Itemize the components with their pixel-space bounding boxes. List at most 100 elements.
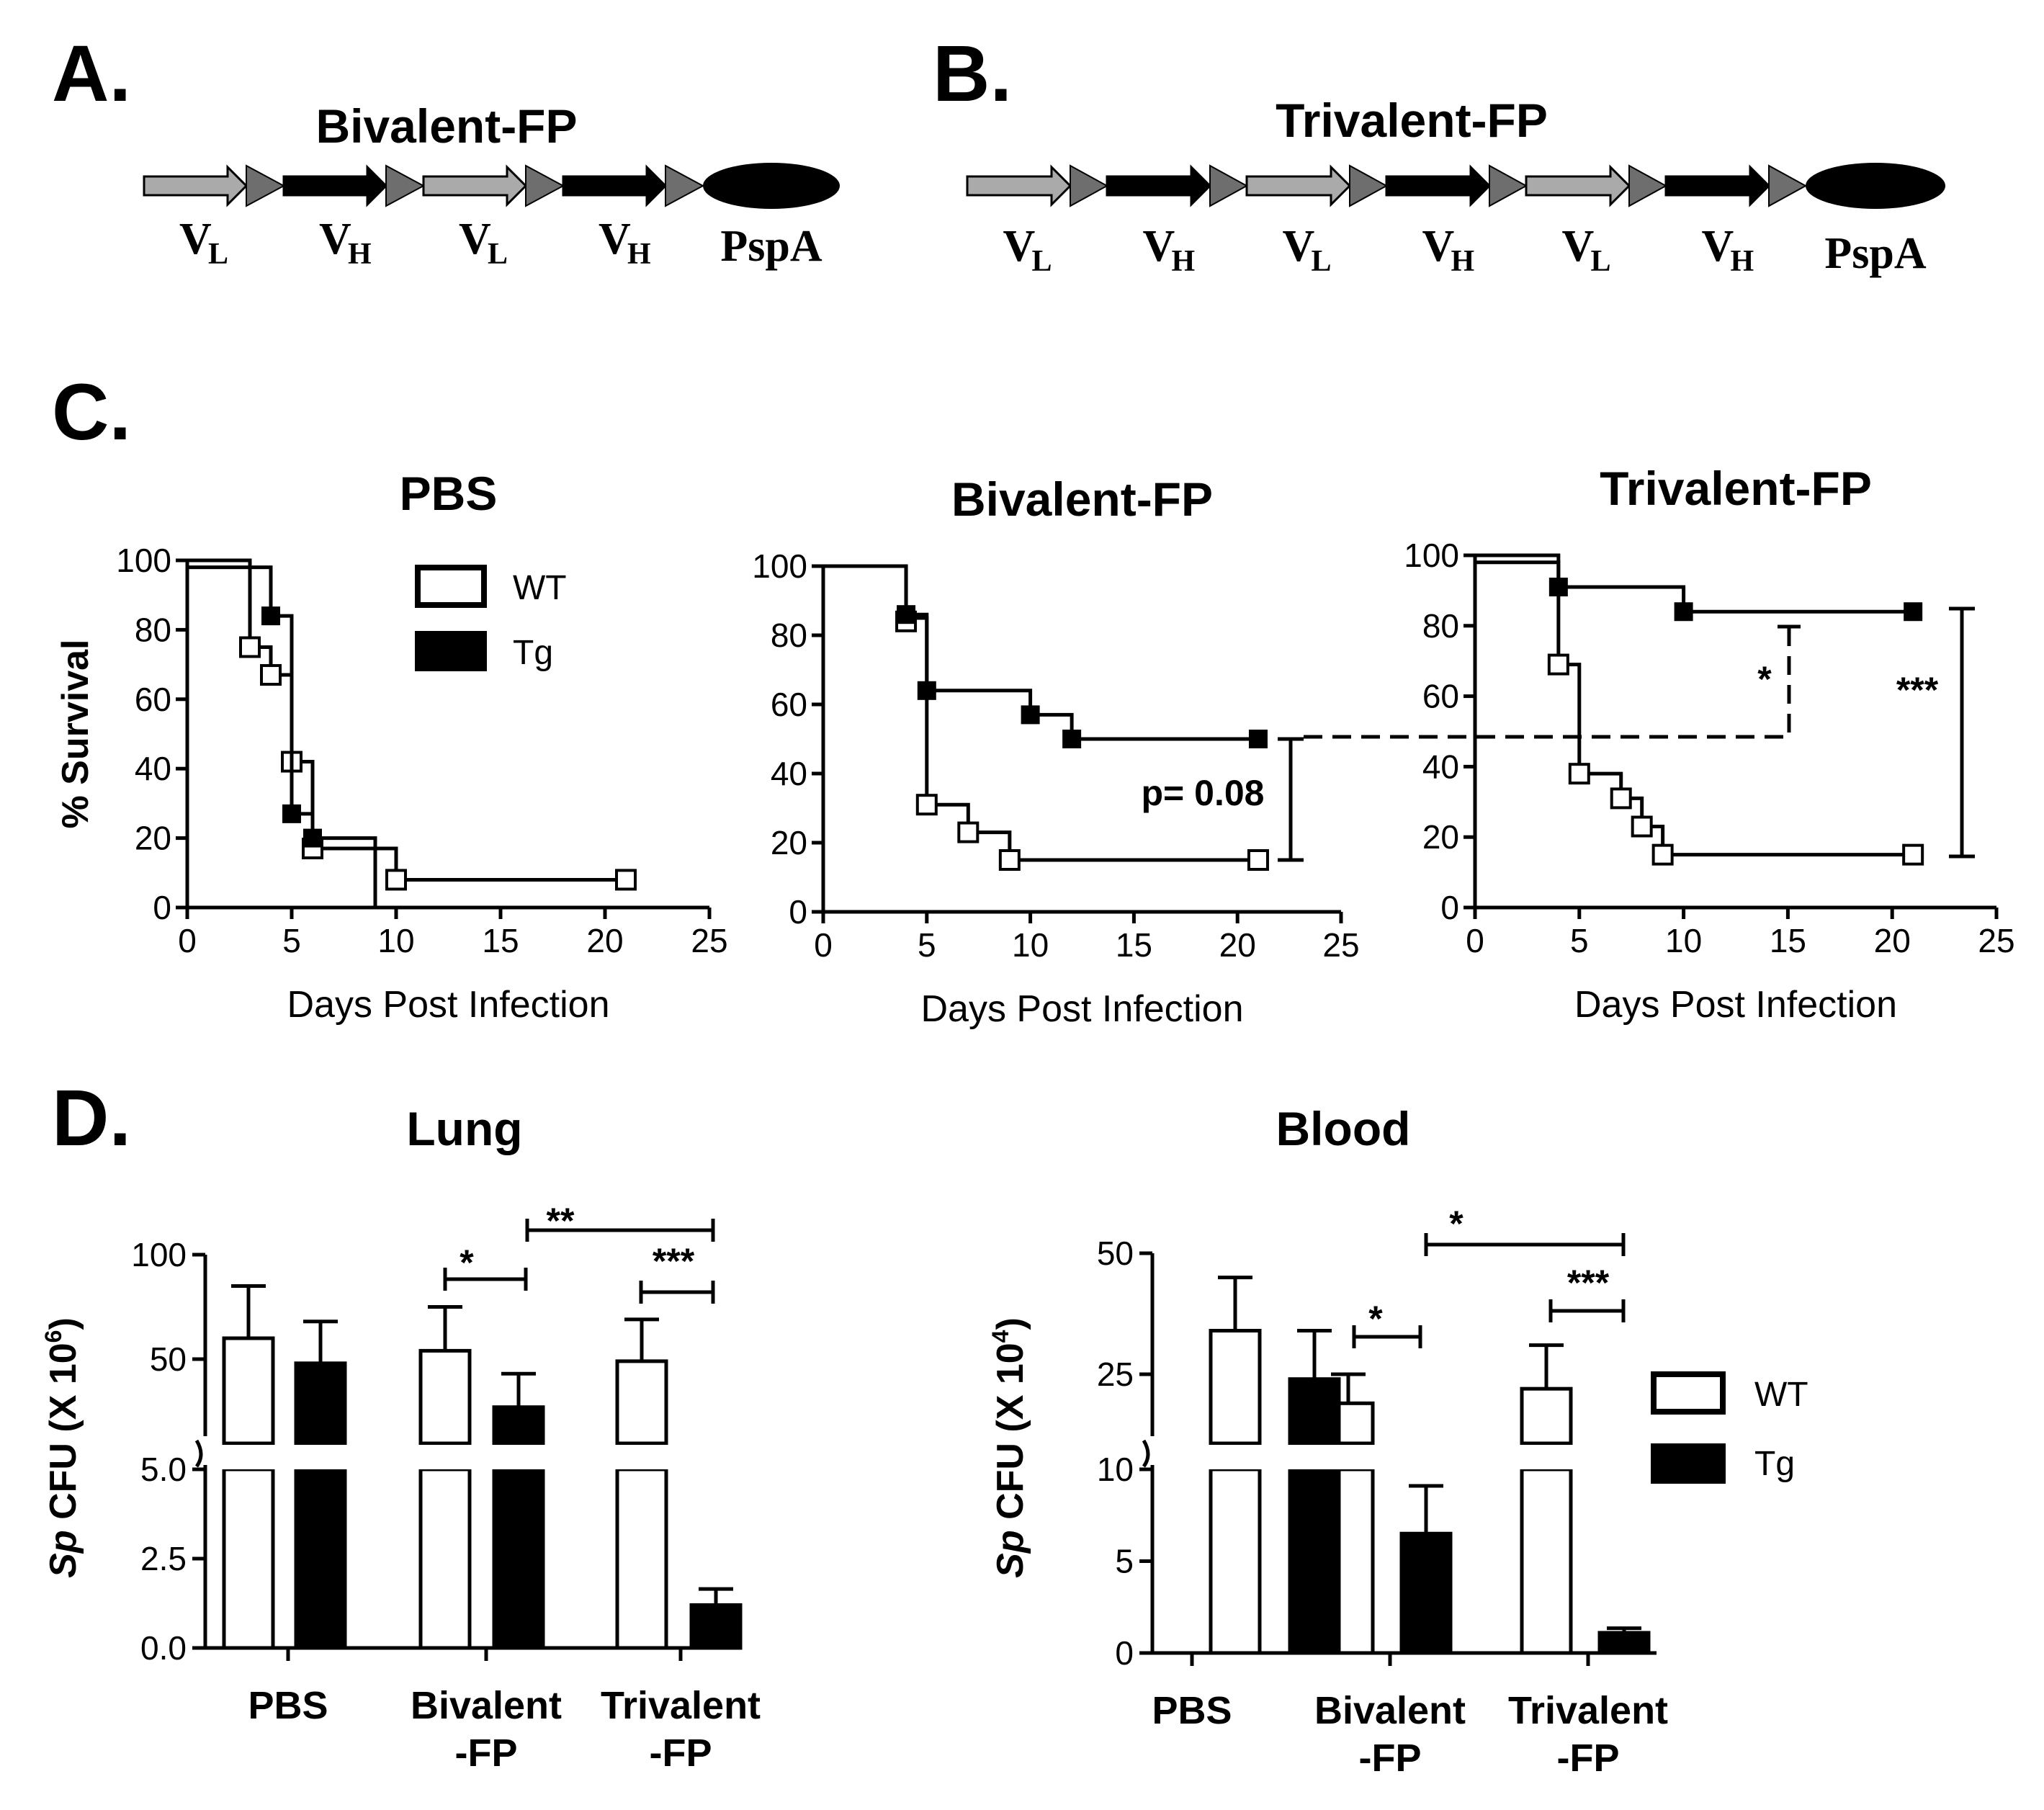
bar-tg xyxy=(1399,1531,1453,1655)
panel-a-letter: A. xyxy=(52,30,131,118)
survival-line-tg xyxy=(823,564,1258,741)
pspa-ellipse xyxy=(703,163,840,209)
segment-label: V xyxy=(1143,222,1175,271)
category-label-line: PBS xyxy=(1152,1689,1232,1732)
category-label-line: -FP xyxy=(1557,1737,1620,1780)
marker-wt xyxy=(998,849,1021,871)
y-tick-label: 2.5 xyxy=(140,1540,187,1577)
linker-triangle xyxy=(1489,164,1528,207)
chart-title: Trivalent-FP xyxy=(1600,462,1872,515)
marker-tg xyxy=(1062,730,1082,748)
bar-break-gap xyxy=(1208,1445,1263,1469)
bar-break-gap xyxy=(1519,1445,1574,1469)
bar-tg-upper xyxy=(492,1405,545,1446)
bar-wt xyxy=(1209,1467,1262,1655)
significance-label: *** xyxy=(653,1241,695,1281)
gene-arrow xyxy=(562,164,668,207)
construct-trivalent: VL VH VL VH VL VH PspA xyxy=(966,163,1945,278)
category-label: Trivalent -FP xyxy=(1508,1689,1668,1780)
x-tick-label: 25 xyxy=(1322,926,1359,964)
segment-subscript: L xyxy=(1312,245,1332,278)
significance-star: * xyxy=(1757,659,1772,699)
marker-tg xyxy=(282,804,301,823)
construct-bivalent: VL VH VL VH PspA xyxy=(143,163,840,271)
significance-label: * xyxy=(1368,1299,1383,1339)
category-label-line: Trivalent xyxy=(1508,1689,1668,1732)
x-tick-label: 0 xyxy=(814,926,833,964)
marker-tg xyxy=(1904,602,1923,622)
y-tick-label: 20 xyxy=(771,824,807,861)
marker-wt xyxy=(1631,815,1653,838)
marker-tg xyxy=(1248,730,1268,748)
category-label: PBS xyxy=(248,1684,328,1727)
bar-tg xyxy=(1597,1631,1651,1655)
y-tick-label: 0 xyxy=(1115,1634,1134,1672)
panel-a-title: Bivalent-FP xyxy=(315,99,577,153)
comparison-dashed-link xyxy=(1304,627,1791,739)
linker-triangle xyxy=(385,164,426,207)
y-axis-label-italic: Sp xyxy=(990,1530,1031,1577)
x-tick-label: 20 xyxy=(1219,926,1256,964)
y-tick-label: 60 xyxy=(1422,678,1459,715)
segment-label: V xyxy=(319,215,351,264)
x-tick-label: 0 xyxy=(1466,922,1484,959)
y-tick-label: 25 xyxy=(1097,1356,1134,1393)
y-tick-label: 100 xyxy=(116,542,171,579)
gene-arrow xyxy=(1245,164,1352,207)
segment-label: V xyxy=(599,215,631,264)
legend-wt-label: WT xyxy=(1754,1376,1808,1414)
chart-title: Lung xyxy=(406,1102,522,1155)
survival-line-tg xyxy=(187,565,377,908)
linker-triangle xyxy=(525,164,565,207)
y-axis-label: Sp CFU (X 104) xyxy=(987,1317,1031,1578)
pspa-label: PspA xyxy=(720,222,822,271)
x-axis-label: Days Post Infection xyxy=(1574,984,1897,1026)
y-axis-label-exponent: 6 xyxy=(40,1330,66,1343)
segment-label: V xyxy=(1422,222,1455,271)
y-tick-label: 5 xyxy=(1115,1543,1134,1580)
y-axis-label-text: CFU (X 10 xyxy=(990,1343,1031,1530)
marker-wt xyxy=(1568,763,1590,785)
bar-break-gap xyxy=(221,1445,276,1469)
marker-wt xyxy=(239,636,261,658)
segment-subscript: L xyxy=(488,238,508,271)
axis-break xyxy=(1142,1439,1150,1468)
pspa-label: PspA xyxy=(1824,229,1926,278)
p-value-label: p= 0.08 xyxy=(1142,773,1265,813)
bar-wt xyxy=(418,1467,472,1650)
y-axis-label: % Survival xyxy=(55,639,97,828)
survival-line-wt xyxy=(187,558,626,882)
bar-break-gap xyxy=(1287,1445,1342,1469)
y-tick-label: 100 xyxy=(1404,537,1459,574)
survival-line-tg xyxy=(1475,553,1914,614)
y-tick-label: 100 xyxy=(752,547,807,585)
category-label-line: Trivalent xyxy=(601,1684,761,1727)
marker-wt xyxy=(385,869,407,891)
legend-cfu: WT Tg xyxy=(1651,1371,1808,1484)
x-tick-label: 20 xyxy=(1874,922,1911,959)
y-tick-label: 20 xyxy=(135,820,171,857)
y-tick-label: 50 xyxy=(1097,1235,1134,1272)
significance-label: *** xyxy=(1567,1263,1610,1303)
segment-subscript: L xyxy=(208,238,228,271)
y-tick-label: 60 xyxy=(135,681,171,718)
y-tick-label: 40 xyxy=(1422,748,1459,785)
x-axis-label: Days Post Infection xyxy=(287,984,610,1026)
gene-arrow xyxy=(422,164,528,207)
segment-label: V xyxy=(179,215,212,264)
marker-tg xyxy=(1674,602,1693,622)
linker-triangle xyxy=(1209,164,1249,207)
bar-wt-upper xyxy=(1520,1386,1573,1446)
linker-triangle xyxy=(1628,164,1668,207)
marker-tg xyxy=(303,828,322,848)
y-tick-label: 0 xyxy=(1440,889,1459,926)
category-label-line: -FP xyxy=(1359,1737,1422,1780)
segment-label: V xyxy=(459,215,491,264)
marker-tg xyxy=(261,606,280,626)
segment-subscript: H xyxy=(1172,245,1196,278)
segment-label: V xyxy=(1003,222,1036,271)
segment-subscript: H xyxy=(348,238,372,271)
marker-wt xyxy=(1902,843,1924,866)
x-tick-label: 5 xyxy=(918,926,936,964)
